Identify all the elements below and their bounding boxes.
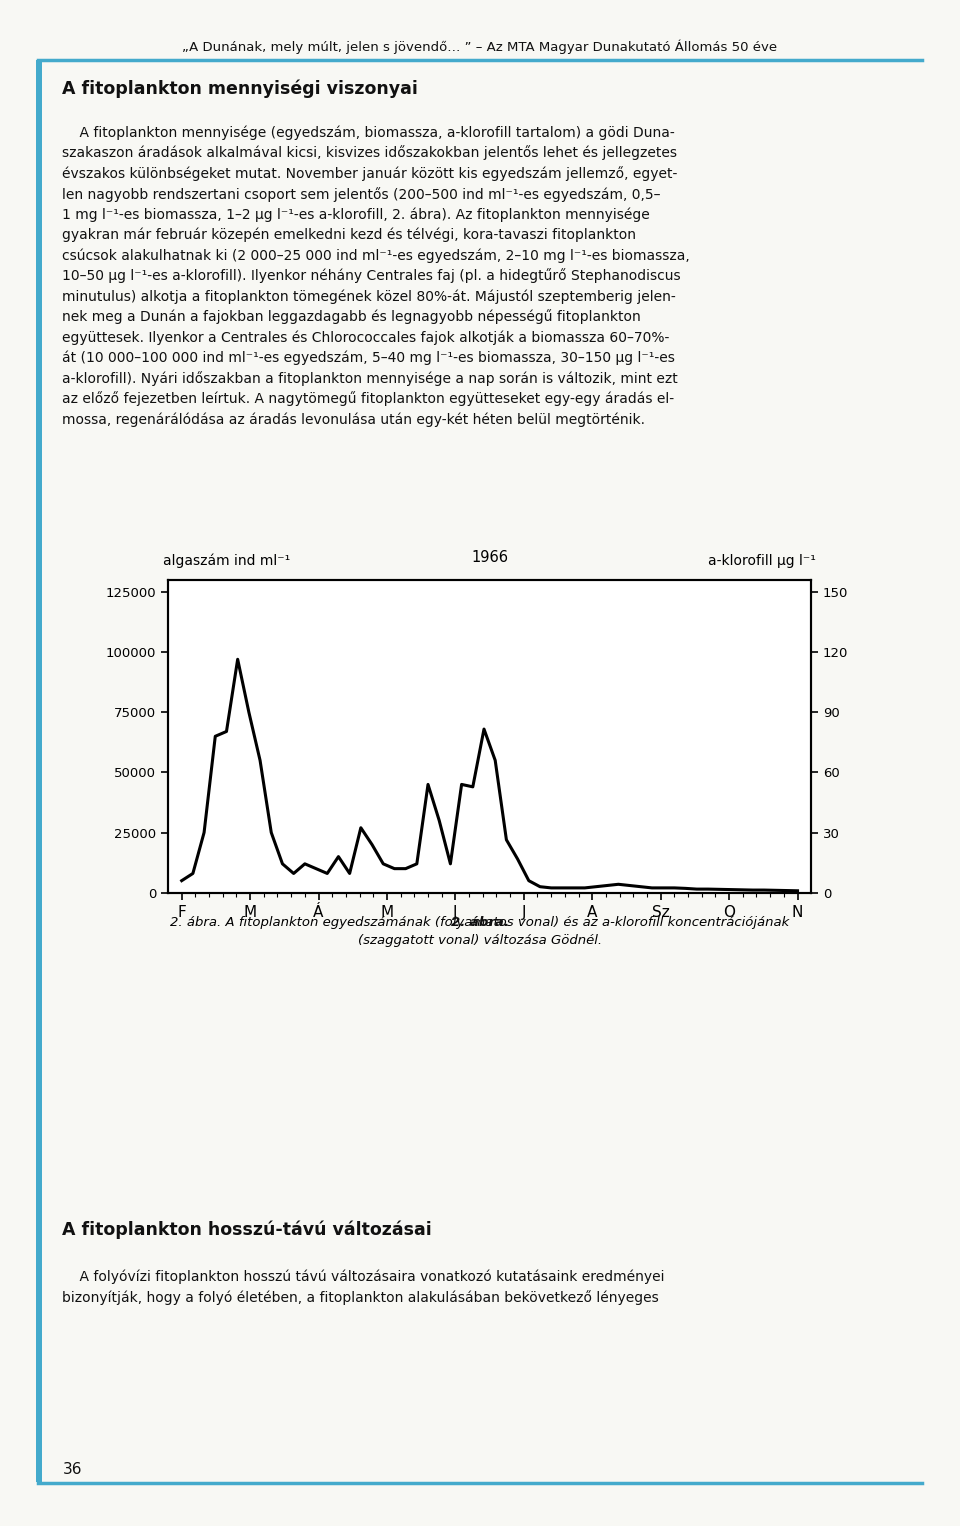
Text: 2. ábra. A fitoplankton egyedszámának (folyamatos vonal) és az a-klorofill konce: 2. ábra. A fitoplankton egyedszámának (f… — [170, 916, 790, 946]
Text: A fitoplankton mennyisége (egyedszám, biomassza, a-klorofill tartalom) a gödi Du: A fitoplankton mennyisége (egyedszám, bi… — [62, 125, 690, 427]
Text: algaszám ind ml⁻¹: algaszám ind ml⁻¹ — [163, 552, 291, 568]
Text: 36: 36 — [62, 1462, 82, 1477]
Text: a-klorofill μg l⁻¹: a-klorofill μg l⁻¹ — [708, 554, 816, 568]
Text: 1966: 1966 — [471, 549, 508, 565]
Text: A fitoplankton hosszú-távú változásai: A fitoplankton hosszú-távú változásai — [62, 1221, 432, 1239]
Text: A fitoplankton mennyiségi viszonyai: A fitoplankton mennyiségi viszonyai — [62, 79, 419, 98]
Text: A folyóvízi fitoplankton hosszú távú változásaira vonatkozó kutatásaink eredmény: A folyóvízi fitoplankton hosszú távú vál… — [62, 1270, 665, 1305]
Text: „A Dunának, mely múlt, jelen s jövendő… ” – Az MTA Magyar Dunakutató Állomás 50 : „A Dunának, mely múlt, jelen s jövendő… … — [182, 40, 778, 55]
Text: 2. ábra.: 2. ábra. — [451, 916, 509, 929]
